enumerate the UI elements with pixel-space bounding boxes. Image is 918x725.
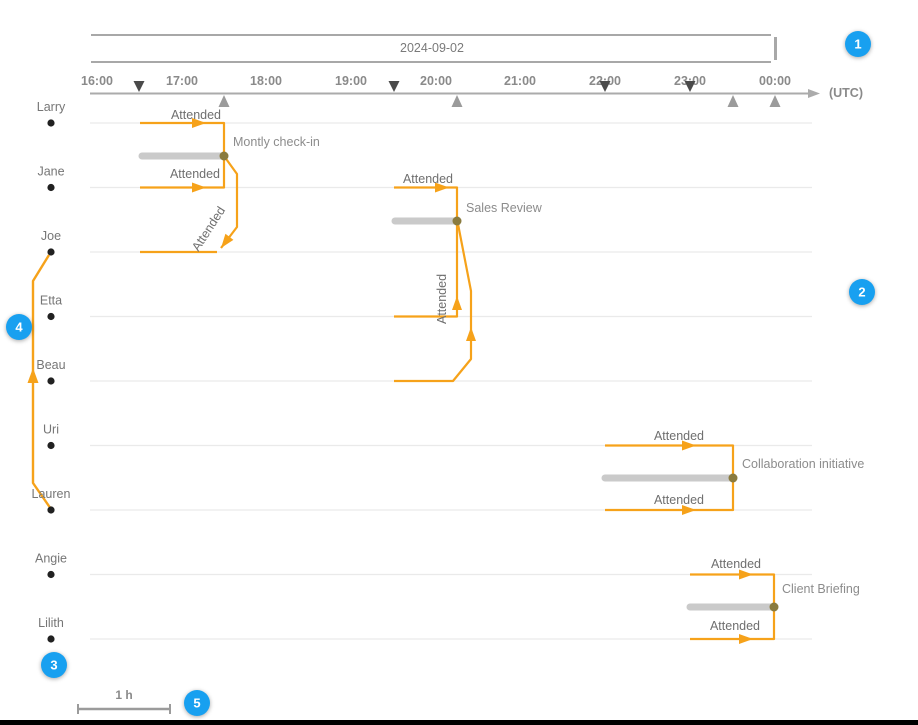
meeting-start-marker-icon <box>684 81 696 92</box>
callout-badge <box>6 314 32 340</box>
time-tick-label: 21:00 <box>504 74 536 88</box>
meeting-start-marker-icon <box>388 81 400 92</box>
time-tick-label: 19:00 <box>335 74 367 88</box>
person-name: Larry <box>37 100 66 114</box>
attendance-edge <box>140 156 226 189</box>
meeting-node[interactable] <box>769 602 779 612</box>
person-name: Angie <box>35 552 67 566</box>
attendance-edge <box>140 121 226 156</box>
attendance-arrow-icon <box>739 569 753 580</box>
attendance-arrow-icon <box>435 182 449 193</box>
person-dot[interactable] <box>47 570 55 579</box>
date-label: 2024-09-02 <box>400 41 464 55</box>
callout-circle <box>845 31 871 57</box>
time-tick-label: 00:00 <box>759 74 791 88</box>
meeting-end-marker-icon <box>451 95 463 107</box>
attendance-arrow-icon <box>739 634 753 644</box>
callout-number: 4 <box>15 320 23 335</box>
callout-circle <box>41 652 67 678</box>
meeting-node[interactable] <box>728 473 738 483</box>
attendance-edge <box>605 444 735 478</box>
callout-number: 2 <box>858 285 865 300</box>
person-dot[interactable] <box>47 506 55 514</box>
attended-label: Attended <box>710 619 760 633</box>
attendance-arrow-icon <box>192 182 206 193</box>
meeting-label: Sales Review <box>466 201 543 215</box>
callout-circle <box>849 279 875 305</box>
attendance-edge <box>394 221 459 318</box>
meeting-start-marker-icon <box>599 81 611 92</box>
callout-number: 3 <box>50 658 57 673</box>
attendance-edge <box>690 607 776 641</box>
attended-label: Attended <box>435 274 449 324</box>
callout-circle <box>6 314 32 340</box>
callout-number: 5 <box>193 696 200 711</box>
callout-badge <box>184 690 210 716</box>
person-link-arrow-icon <box>27 368 39 383</box>
time-tick-label: 18:00 <box>250 74 282 88</box>
meeting-end-marker-icon <box>727 95 739 107</box>
person-dot[interactable] <box>47 312 55 321</box>
time-tick-label: 16:00 <box>81 74 113 88</box>
person-name: Uri <box>43 423 59 437</box>
meeting-node[interactable] <box>452 216 462 226</box>
person-name: Joe <box>41 229 61 243</box>
attended-label: Attended <box>711 557 761 571</box>
meeting-label: Client Briefing <box>782 582 860 596</box>
attendance-arrow-icon <box>192 118 206 128</box>
person-dot[interactable] <box>47 377 55 385</box>
meeting-start-marker-icon <box>133 81 145 92</box>
person-name: Lilith <box>38 616 64 630</box>
callout-badge <box>849 279 875 305</box>
person-dot[interactable] <box>47 635 55 643</box>
meeting-node[interactable] <box>219 151 229 161</box>
meeting-label: Montly check-in <box>233 135 320 149</box>
scale-bar-label: 1 h <box>115 688 132 702</box>
time-tick-label: 17:00 <box>166 74 198 88</box>
person-dot[interactable] <box>47 183 55 192</box>
attended-label: Attended <box>170 167 220 181</box>
person-dot[interactable] <box>47 441 55 450</box>
time-tick-label: 20:00 <box>420 74 452 88</box>
attendance-edge <box>605 478 735 512</box>
attendance-edge <box>394 186 459 221</box>
attendance-arrow-icon <box>466 327 476 341</box>
person-dot[interactable] <box>47 119 55 127</box>
attended-label: Attended <box>654 429 704 443</box>
person-name: Jane <box>37 165 64 179</box>
attendance-edge <box>690 573 776 607</box>
meeting-end-marker-icon <box>769 95 781 107</box>
callout-badge <box>41 652 67 678</box>
attended-label: Attended <box>403 172 453 186</box>
utc-label: (UTC) <box>829 86 863 100</box>
callout-badge <box>845 31 871 57</box>
attendance-arrow-icon <box>221 233 234 248</box>
attended-label: Attended <box>171 108 221 122</box>
bottom-border <box>0 720 918 725</box>
person-dot[interactable] <box>47 248 55 256</box>
person-name: Lauren <box>32 487 71 501</box>
callout-number: 1 <box>854 37 861 52</box>
person-name: Etta <box>40 294 62 308</box>
attendance-arrow-icon <box>452 296 462 310</box>
callout-circle <box>184 690 210 716</box>
time-axis-arrow-icon <box>808 89 820 98</box>
attendance-arrow-icon <box>682 440 696 451</box>
attendance-edge <box>394 223 473 383</box>
person-name: Beau <box>36 358 65 372</box>
meeting-label: Collaboration initiative <box>742 457 864 471</box>
attendance-arrow-icon <box>682 505 696 515</box>
attended-label: Attended <box>654 493 704 507</box>
meeting-end-marker-icon <box>218 95 230 107</box>
